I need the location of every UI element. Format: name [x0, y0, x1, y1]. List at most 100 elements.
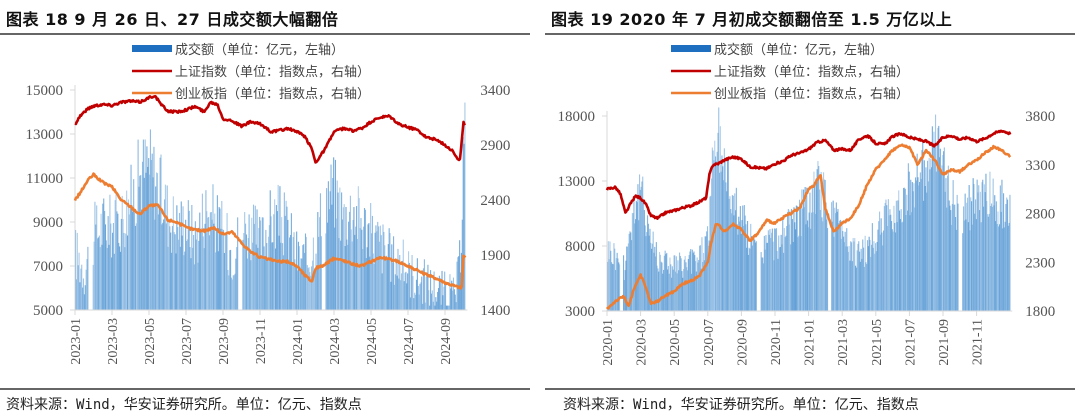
volume-bar — [682, 277, 684, 311]
volume-bar — [356, 206, 358, 310]
volume-bar — [870, 256, 872, 311]
volume-bar — [767, 242, 769, 311]
volume-bar — [994, 195, 996, 311]
volume-bar — [163, 219, 165, 310]
volume-bar — [871, 244, 873, 311]
volume-bar — [882, 245, 884, 311]
volume-bar — [938, 125, 940, 311]
volume-bar — [659, 254, 661, 311]
volume-bar — [671, 277, 673, 311]
volume-bar — [997, 211, 999, 311]
volume-bar — [953, 204, 955, 311]
volume-bar — [838, 223, 840, 311]
volume-bar — [350, 229, 352, 310]
volume-bar — [114, 200, 116, 310]
volume-bar — [394, 274, 396, 310]
volume-bar — [378, 241, 381, 310]
volume-bar — [293, 232, 295, 310]
volume-bar — [223, 252, 225, 310]
volume-bar — [377, 221, 379, 310]
volume-bar — [984, 192, 986, 311]
volume-bar — [686, 267, 688, 311]
volume-bar — [669, 257, 671, 311]
volume-bar — [429, 305, 431, 310]
volume-bar — [165, 223, 167, 310]
volume-bar — [802, 208, 804, 311]
volume-bar — [726, 191, 728, 311]
volume-bar — [147, 166, 149, 310]
volume-bar — [171, 252, 173, 310]
volume-bar — [420, 282, 422, 310]
volume-bar — [405, 271, 407, 310]
volume-bar — [780, 234, 782, 311]
volume-bar — [357, 186, 359, 310]
volume-bar — [335, 218, 337, 310]
volume-bar — [252, 204, 255, 310]
volume-bar — [453, 289, 455, 310]
volume-bar — [692, 253, 694, 311]
volume-bar — [648, 235, 650, 311]
volume-bar — [624, 270, 626, 311]
volume-bar — [200, 230, 202, 310]
volume-bar — [416, 258, 418, 310]
volume-bar — [117, 213, 119, 310]
x-tick-label: 2020-03 — [635, 319, 650, 366]
volume-bar — [761, 257, 763, 311]
volume-bar — [169, 226, 171, 310]
volume-bar — [925, 167, 927, 311]
volume-bar — [751, 236, 753, 311]
volume-bar — [168, 219, 170, 310]
volume-bar — [396, 275, 398, 310]
volume-bar — [743, 225, 745, 311]
volume-bar — [683, 259, 685, 311]
volume-bar — [427, 264, 429, 310]
volume-bar — [415, 279, 418, 310]
volume-bar — [741, 220, 743, 311]
volume-bar — [847, 246, 849, 311]
volume-bar — [1008, 223, 1010, 311]
volume-bar — [854, 237, 856, 311]
volume-bar — [106, 247, 108, 310]
volume-bar — [607, 241, 609, 311]
volume-bar — [966, 202, 968, 311]
volume-bar — [260, 220, 262, 310]
y-right-tick-label: 3300 — [1025, 158, 1055, 174]
volume-bar — [655, 242, 657, 311]
volume-bar — [644, 225, 646, 311]
volume-bar — [755, 242, 757, 311]
volume-bar — [775, 229, 777, 311]
volume-bar — [171, 226, 173, 310]
volume-bar — [765, 235, 767, 311]
volume-bar — [725, 182, 727, 311]
volume-bar — [631, 213, 633, 311]
volume-bar — [637, 184, 639, 311]
volume-bar — [849, 260, 851, 311]
volume-bar — [359, 228, 361, 310]
y-axis-left-labels: 5000 7000 9000 11000 13000 15000 — [26, 83, 64, 319]
volume-bar — [799, 199, 801, 311]
volume-bar — [193, 234, 195, 310]
volume-bar — [292, 237, 294, 310]
volume-bar — [295, 266, 297, 310]
volume-bar — [196, 231, 198, 310]
volume-bar — [343, 204, 345, 310]
volume-bar — [337, 192, 339, 310]
volume-bar — [156, 172, 158, 310]
volume-bar — [691, 273, 693, 311]
volume-bar — [866, 264, 868, 311]
volume-bar — [653, 252, 655, 311]
volume-bar — [267, 236, 270, 310]
volume-bar — [932, 143, 934, 311]
volume-bar — [990, 205, 992, 311]
volume-bar — [793, 207, 795, 311]
volume-bar — [398, 278, 400, 310]
volume-bar — [244, 212, 246, 310]
volume-bar — [75, 230, 77, 310]
volume-bar — [184, 251, 186, 310]
volume-bar — [862, 239, 864, 311]
volume-bar — [393, 284, 395, 310]
volume-bar — [670, 264, 672, 311]
volume-bar — [893, 205, 895, 311]
volume-bar — [630, 232, 632, 311]
volume-bar — [915, 177, 917, 311]
